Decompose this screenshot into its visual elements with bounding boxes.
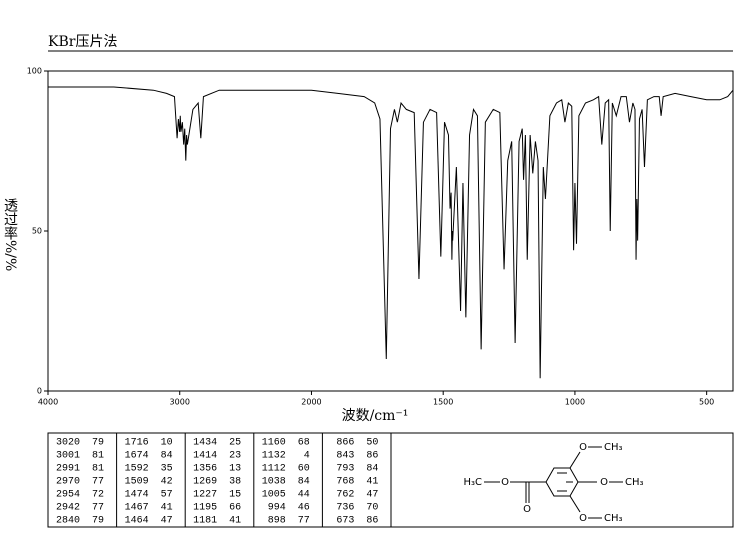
chart-title: KBr压片法 <box>48 34 117 50</box>
bond <box>569 495 581 513</box>
table-cell: 81 <box>92 451 104 462</box>
table-cell: 898 <box>268 516 286 527</box>
table-cell: 1716 <box>125 438 149 449</box>
x-tick-label: 1500 <box>433 398 453 407</box>
table-cell: 2942 <box>56 503 80 514</box>
x-tick-label: 500 <box>699 398 714 407</box>
table-cell: 38 <box>229 477 241 488</box>
table-cell: 66 <box>229 503 241 514</box>
table-cell: 2991 <box>56 464 80 475</box>
table-cell: 10 <box>161 438 173 449</box>
atom-label: O <box>523 504 531 515</box>
table-cell: 1005 <box>262 490 286 501</box>
table-cell: 673 <box>336 516 354 527</box>
table-cell: 79 <box>92 438 104 449</box>
table-cell: 4 <box>304 451 310 462</box>
table-cell: 77 <box>298 516 310 527</box>
table-cell: 25 <box>229 438 241 449</box>
atom-label: O <box>579 442 587 453</box>
table-cell: 1112 <box>262 464 286 475</box>
table-cell: 762 <box>336 490 354 501</box>
table-cell: 1464 <box>125 516 149 527</box>
atom-label: CH₃ <box>625 477 644 488</box>
table-cell: 44 <box>298 490 310 501</box>
table-cell: 77 <box>92 503 104 514</box>
table-cell: 1195 <box>193 503 217 514</box>
table-cell: 1181 <box>193 516 217 527</box>
table-cell: 46 <box>298 503 310 514</box>
atom-label: CH₃ <box>604 513 623 524</box>
atom-label: H₃C <box>463 477 482 488</box>
table-cell: 1356 <box>193 464 217 475</box>
table-cell: 994 <box>268 503 286 514</box>
table-cell: 84 <box>161 451 173 462</box>
table-cell: 23 <box>229 451 241 462</box>
table-cell: 41 <box>161 503 173 514</box>
x-tick-label: 3000 <box>170 398 190 407</box>
table-cell: 1269 <box>193 477 217 488</box>
benzene-ring <box>545 467 579 497</box>
table-cell: 843 <box>336 451 354 462</box>
table-cell: 3001 <box>56 451 80 462</box>
table-cell: 81 <box>92 464 104 475</box>
x-tick-label: 1000 <box>565 398 585 407</box>
table-cell: 1592 <box>125 464 149 475</box>
y-tick-label: 0 <box>37 387 42 396</box>
table-cell: 3020 <box>56 438 80 449</box>
table-cell: 84 <box>366 464 378 475</box>
table-cell: 84 <box>298 477 310 488</box>
table-cell: 79 <box>92 516 104 527</box>
table-cell: 1474 <box>125 490 149 501</box>
x-tick-label: 2000 <box>301 398 321 407</box>
atom-label: O <box>579 513 587 524</box>
table-cell: 13 <box>229 464 241 475</box>
table-cell: 866 <box>336 438 354 449</box>
table-cell: 1467 <box>125 503 149 514</box>
table-cell: 1160 <box>262 438 286 449</box>
table-cell: 793 <box>336 464 354 475</box>
table-cell: 1038 <box>262 477 286 488</box>
atom-label: CH₃ <box>604 442 623 453</box>
table-cell: 57 <box>161 490 173 501</box>
table-cell: 70 <box>366 503 378 514</box>
table-cell: 72 <box>92 490 104 501</box>
table-cell: 15 <box>229 490 241 501</box>
table-cell: 2970 <box>56 477 80 488</box>
table-cell: 1434 <box>193 438 217 449</box>
table-cell: 77 <box>92 477 104 488</box>
table-cell: 2954 <box>56 490 80 501</box>
table-cell: 86 <box>366 451 378 462</box>
table-cell: 86 <box>366 516 378 527</box>
table-cell: 41 <box>366 477 378 488</box>
table-cell: 2840 <box>56 516 80 527</box>
x-axis-label: 波数/cm⁻¹ <box>342 408 409 424</box>
table-cell: 1132 <box>262 451 286 462</box>
table-cell: 1674 <box>125 451 149 462</box>
table-cell: 47 <box>366 490 378 501</box>
table-cell: 1414 <box>193 451 217 462</box>
table-cell: 1227 <box>193 490 217 501</box>
spectrum-line <box>48 86 734 379</box>
structure-drawing <box>484 446 623 519</box>
bond <box>569 451 581 469</box>
y-axis-label: 透过率%/% <box>2 198 18 272</box>
table-cell: 41 <box>229 516 241 527</box>
y-tick-label: 50 <box>32 227 42 236</box>
y-tick-label: 100 <box>27 67 42 76</box>
table-cell: 47 <box>161 516 173 527</box>
table-cell: 50 <box>366 438 378 449</box>
table-cell: 768 <box>336 477 354 488</box>
atom-label: O <box>501 477 509 488</box>
table-cell: 68 <box>298 438 310 449</box>
x-tick-label: 4000 <box>38 398 58 407</box>
table-cell: 736 <box>336 503 354 514</box>
table-cell: 42 <box>161 477 173 488</box>
table-cell: 1509 <box>125 477 149 488</box>
atom-label: O <box>600 477 608 488</box>
table-cell: 60 <box>298 464 310 475</box>
table-cell: 35 <box>161 464 173 475</box>
